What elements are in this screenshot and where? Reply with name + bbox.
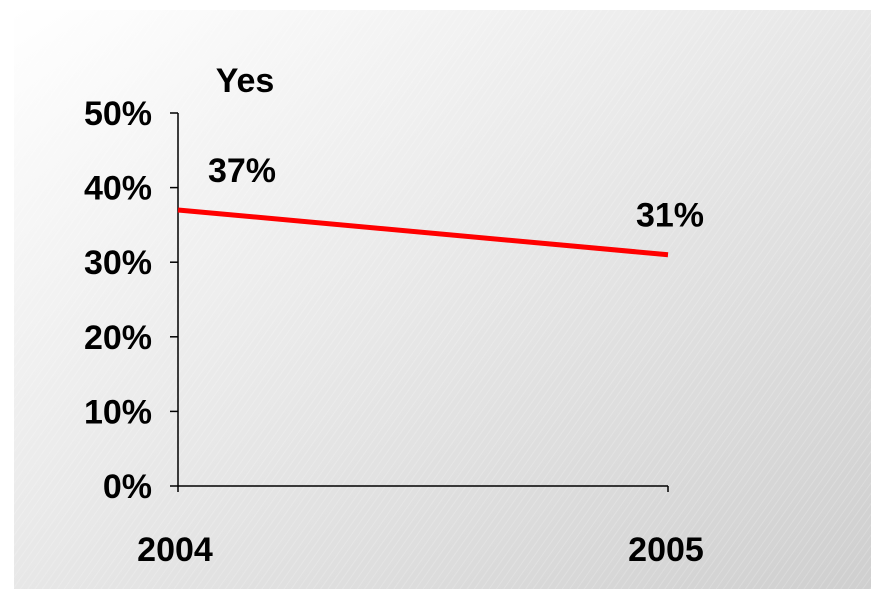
y-tick-label: 40%: [84, 170, 152, 208]
x-tick-label: 2005: [628, 531, 704, 569]
y-tick-label: 20%: [84, 319, 152, 357]
data-labels: 37% 31%: [208, 152, 704, 235]
y-tick-label: 50%: [84, 95, 152, 133]
series-group: [177, 207, 669, 258]
y-tick-label: 0%: [103, 468, 152, 506]
axes: [177, 113, 668, 487]
data-label: 37%: [208, 152, 276, 190]
series-line: [177, 207, 669, 258]
data-label: 31%: [636, 197, 704, 235]
y-tick-label: 10%: [84, 393, 152, 431]
x-tick-label: 2004: [137, 531, 213, 569]
x-axis-labels: 2004 2005: [137, 486, 704, 569]
y-tick-label: 30%: [84, 244, 152, 282]
chart-background-texture: [14, 10, 871, 589]
chart-title: Yes: [216, 62, 275, 100]
y-axis-ticks: 0% 10% 20% 30% 40% 50%: [84, 95, 178, 506]
